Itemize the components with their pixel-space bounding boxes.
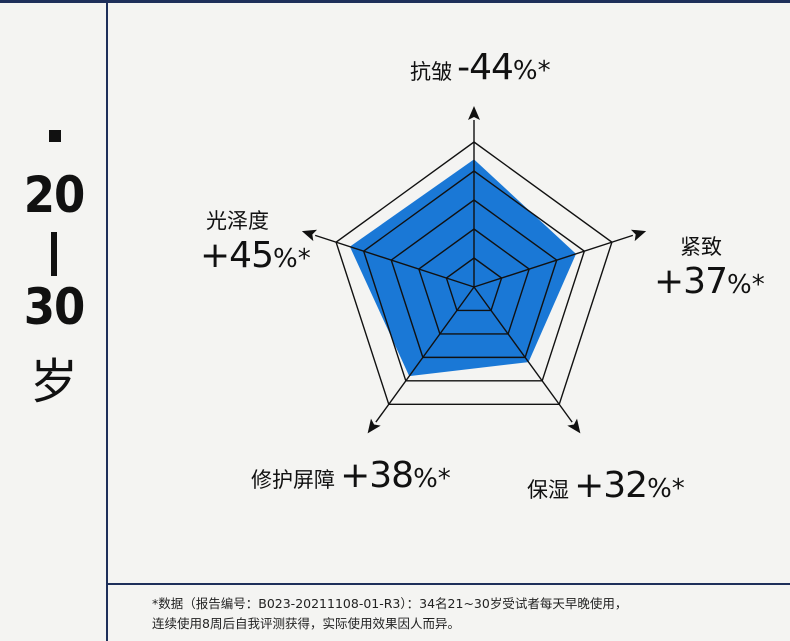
age-to: 30 — [23, 278, 86, 336]
grid-ring — [335, 141, 613, 406]
sidebar-divider — [106, 0, 108, 641]
axis-value: +38 — [340, 455, 414, 496]
axis-spoke — [375, 286, 475, 423]
footnote-line-2: 连续使用8周后自我评测获得，实际使用效果因人而异。 — [152, 616, 460, 631]
radar-chart-area: 抗皱 -44%* 光泽度 +45%* 紧致 +37%* 修护屏障 +38%* 保… — [108, 3, 790, 583]
axis-spoke — [314, 234, 475, 288]
axis-name: 抗皱 — [410, 60, 452, 84]
axis-spoke — [473, 234, 634, 288]
axis-arrow-icon — [301, 229, 318, 242]
age-unit: 岁 — [29, 354, 78, 410]
axis-label-firming: 紧致 +37%* — [654, 231, 765, 302]
axis-unit: %* — [726, 270, 765, 300]
radar-chart — [301, 106, 647, 434]
grid-ring — [445, 257, 503, 312]
axis-name: 光泽度 — [206, 209, 269, 233]
axis-label-radiance: 光泽度 +45%* — [200, 205, 311, 276]
footnote: *数据（报告编号：B023-20211108-01-R3）：34名21~30岁受… — [152, 594, 772, 634]
top-rule — [0, 0, 790, 3]
age-range-bar — [51, 232, 57, 276]
axis-arrow-icon — [567, 418, 581, 434]
axis-value: -44 — [457, 47, 514, 88]
age-sidebar: 20 30 岁 — [0, 0, 108, 641]
footnote-line-1: *数据（报告编号：B023-20211108-01-R3）：34名21~30岁受… — [152, 596, 628, 611]
data-area — [349, 159, 577, 377]
axis-value: +32 — [574, 465, 648, 506]
axis-arrow-icon — [367, 418, 381, 434]
axis-value: +45 — [200, 235, 274, 276]
age-from: 20 — [23, 166, 86, 224]
axis-arrow-icon — [630, 229, 647, 242]
axis-name: 紧致 — [680, 235, 722, 259]
grid-ring — [418, 228, 530, 335]
axis-label-anti-wrinkle: 抗皱 -44%* — [410, 47, 551, 88]
axis-label-barrier-repair: 修护屏障 +38%* — [251, 455, 451, 496]
axis-label-moisturizing: 保湿 +32%* — [527, 465, 685, 506]
axis-unit: %* — [647, 474, 685, 504]
grid-ring — [362, 170, 586, 382]
axis-unit: %* — [413, 464, 451, 494]
axis-unit: %* — [272, 244, 311, 274]
bullet-marker — [49, 130, 61, 142]
axis-name: 修护屏障 — [251, 468, 335, 492]
axis-unit: %* — [512, 56, 551, 86]
grid-ring — [390, 199, 558, 359]
axis-spoke — [473, 286, 573, 423]
axis-value: +37 — [654, 261, 728, 302]
axis-arrow-icon — [468, 106, 480, 120]
footer-divider — [106, 583, 790, 585]
axis-name: 保湿 — [527, 478, 569, 502]
